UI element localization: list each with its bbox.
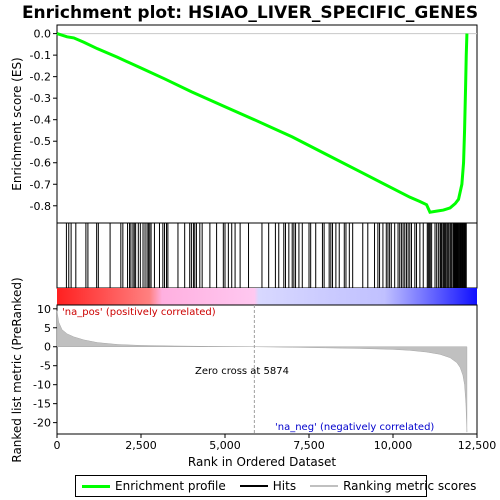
es-panel: 0.0 -0.1 -0.2 -0.3 -0.4 -0.5 -0.6 -0.7 -0.8 Enri… [10, 24, 478, 224]
metric-panel-frame [56, 304, 478, 435]
x-tick-label: 12,500 [458, 439, 497, 452]
legend-label-hits: Hits [272, 479, 297, 493]
x-tick-label: 7,500 [293, 439, 325, 452]
es-y-tick-label: -0.3 [30, 92, 51, 105]
rank-gradient-bar [57, 288, 477, 305]
legend-label-ranking-metric: Ranking metric scores [343, 479, 477, 493]
metric-y-axis-label: Ranked list metric (PreRanked) [10, 277, 24, 462]
x-tick-label: 0 [54, 439, 61, 452]
metric-y-axis-ticks: 10 5 0 -5 -10 -15 -20 [33, 303, 57, 430]
es-y-tick-label: -0.5 [30, 135, 51, 148]
metric-y-tick-label: 5 [44, 322, 51, 335]
hits-panel-frame [56, 222, 478, 289]
metric-y-tick-label: -15 [33, 398, 51, 411]
legend-swatch-enrichment-profile [82, 484, 110, 488]
neg-correlated-label: 'na_neg' (negatively correlated) [275, 422, 434, 433]
legend-label-enrichment-profile: Enrichment profile [115, 479, 226, 493]
es-profile-line [56, 32, 469, 214]
x-tick-label: 2,500 [125, 439, 157, 452]
x-axis-label: Rank in Ordered Dataset [188, 455, 336, 469]
chart-title: Enrichment plot: HSIAO_LIVER_SPECIFIC_GE… [22, 3, 478, 23]
metric-y-tick-label: -5 [40, 360, 51, 373]
metric-panel: 10 5 0 -5 -10 -15 -20 'na_pos' (positively cor… [10, 277, 478, 463]
legend-swatch-hits [239, 485, 268, 487]
x-axis-ticks: 0 2,500 5,000 7,500 10,000 12,500 [54, 434, 497, 452]
es-y-tick-label: 0.0 [34, 28, 52, 41]
es-y-tick-label: -0.8 [30, 200, 51, 213]
hits-panel [56, 222, 478, 289]
legend: Enrichment profile Hits Ranking metric s… [75, 475, 476, 497]
es-y-tick-label: -0.4 [30, 114, 51, 127]
metric-area [56, 310, 468, 433]
pos-correlated-label: 'na_pos' (positively correlated) [62, 307, 216, 318]
es-y-tick-label: -0.7 [30, 178, 51, 191]
zero-cross-label: Zero cross at 5874 [195, 366, 289, 377]
hit-markers [65, 223, 467, 288]
es-y-tick-label: -0.6 [30, 157, 51, 170]
metric-y-tick-label: 10 [37, 303, 51, 316]
metric-y-tick-label: 0 [44, 341, 51, 354]
x-tick-label: 10,000 [374, 439, 413, 452]
metric-y-tick-label: -20 [33, 417, 51, 430]
es-y-axis-label: Enrichment score (ES) [10, 57, 24, 190]
x-tick-label: 5,000 [209, 439, 241, 452]
es-y-tick-label: -0.2 [30, 71, 51, 84]
es-y-axis-ticks: 0.0 -0.1 -0.2 -0.3 -0.4 -0.5 -0.6 -0.7 -0.8 [30, 28, 57, 213]
legend-item-enrichment-profile: Enrichment profile [82, 479, 226, 493]
legend-item-hits: Hits [239, 479, 297, 493]
legend-item-ranking-metric: Ranking metric scores [310, 479, 476, 493]
metric-y-tick-label: -10 [33, 379, 51, 392]
es-y-tick-label: -0.1 [30, 49, 51, 62]
legend-swatch-ranking-metric [310, 485, 339, 487]
